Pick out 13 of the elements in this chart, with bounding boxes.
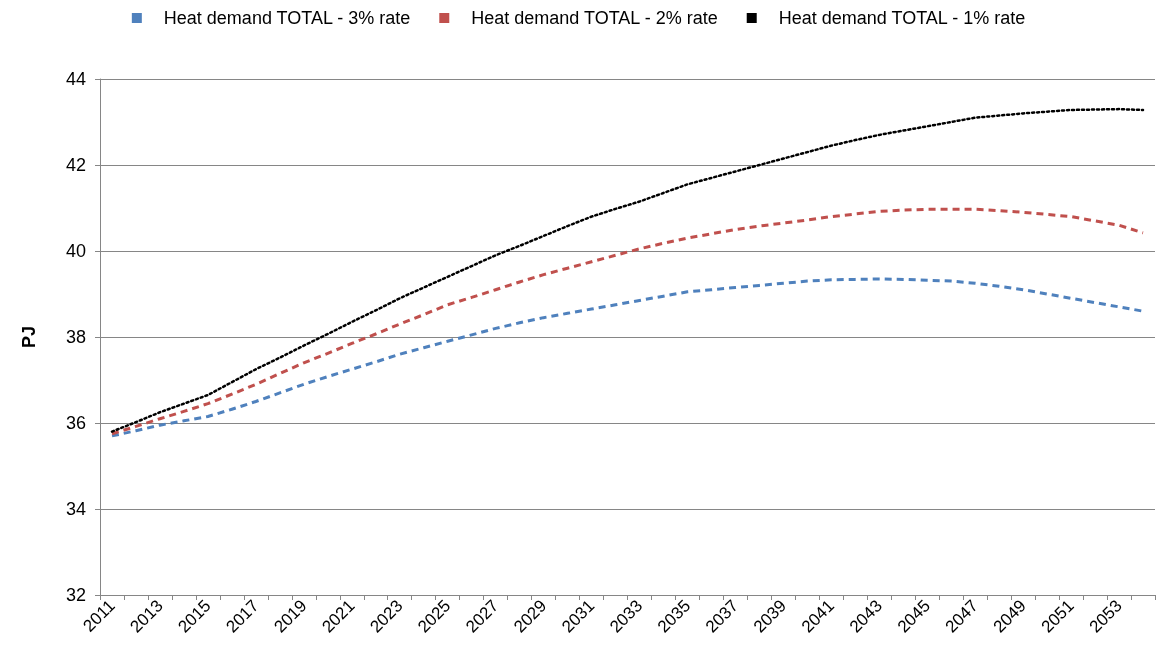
legend-label: Heat demand TOTAL - 2% rate [471, 8, 718, 28]
line-series [110, 207, 1145, 436]
y-axis-title: PJ [19, 325, 39, 349]
line-series [110, 107, 1145, 433]
y-tick-label: 42 [65, 155, 86, 175]
legend-label: Heat demand TOTAL - 1% rate [778, 8, 1026, 28]
legend-label: Heat demand TOTAL - 3% rate [163, 8, 411, 28]
y-tick-label: 36 [65, 413, 86, 433]
y-tick-label: 44 [65, 69, 86, 89]
y-tick-label: 40 [65, 241, 86, 261]
y-tick-label: 32 [65, 585, 86, 605]
y-tick-label: 34 [65, 499, 86, 519]
y-tick-label: 38 [65, 327, 86, 347]
